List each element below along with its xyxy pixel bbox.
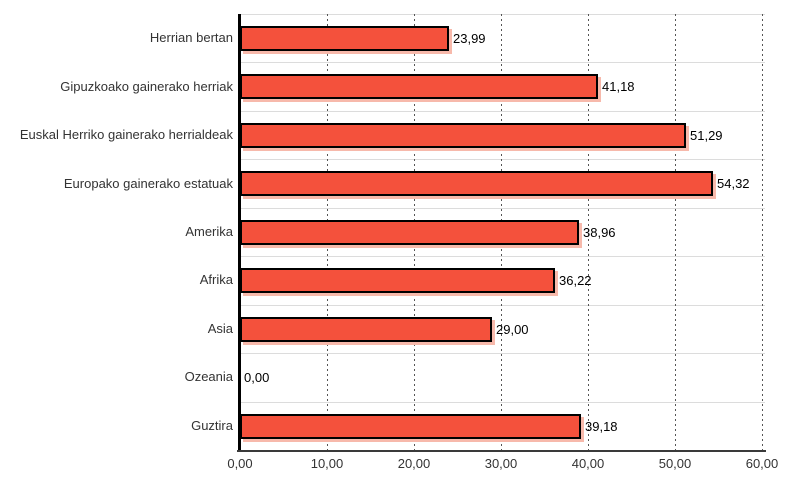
category-label: Herrian bertan: [149, 30, 233, 45]
bar: [240, 122, 686, 148]
x-tick-label: 50,00: [658, 456, 692, 471]
bar-value-label: 39,18: [585, 418, 618, 434]
v-gridline: [675, 14, 676, 450]
category-label: Asia: [207, 321, 233, 336]
bar-row: 23,99: [240, 14, 765, 62]
h-gridline: [240, 14, 765, 15]
h-gridline: [240, 111, 765, 112]
category-label: Europako gainerako estatuak: [63, 176, 233, 191]
x-tick-label: 40,00: [571, 456, 605, 471]
h-gridline: [240, 353, 765, 354]
bar: [240, 219, 579, 245]
v-gridline: [762, 14, 763, 450]
h-gridline: [240, 62, 765, 63]
category-label: Guztira: [191, 418, 233, 433]
category-label: Amerika: [185, 224, 233, 239]
bar: [240, 74, 598, 100]
plot-area: 23,99 41,18 51,29 54,32 38,96 36,22 29,00 0,00 3…: [240, 14, 765, 450]
h-gridline: [240, 256, 765, 257]
category-label: Afrika: [199, 272, 233, 287]
x-tick-label: 0,00: [227, 456, 253, 471]
bar-row: 41,18: [240, 62, 765, 110]
bar-value-label: 51,29: [690, 127, 723, 143]
category-axis-labels: Herrian bertan Gipuzkoako gainerako herri…: [0, 14, 233, 450]
h-gridline: [240, 159, 765, 160]
bar-value-label: 41,18: [602, 79, 635, 95]
bar: [240, 268, 555, 294]
category-label: Gipuzkoako gainerako herriak: [60, 79, 233, 94]
bar-row: 51,29: [240, 111, 765, 159]
bar-value-label: 38,96: [583, 224, 616, 240]
bar: [240, 413, 581, 439]
x-tick-label: 60,00: [745, 456, 779, 471]
bar-value-label: 29,00: [496, 321, 529, 337]
bar-row: 0,00: [240, 353, 765, 401]
bar: [240, 171, 713, 197]
x-tick-label: 20,00: [397, 456, 431, 471]
x-tick-label: 30,00: [484, 456, 518, 471]
y-axis-line: [238, 14, 241, 452]
bar: [240, 316, 492, 342]
bar-row: 36,22: [240, 256, 765, 304]
x-axis-line: [237, 450, 766, 452]
bar-row: 38,96: [240, 208, 765, 256]
bar-row: 29,00: [240, 305, 765, 353]
bar-row: 54,32: [240, 159, 765, 207]
v-gridline: [588, 14, 589, 450]
bar-value-label: 0,00: [244, 370, 270, 386]
bar: [240, 26, 449, 51]
category-label: Euskal Herriko gainerako herrialdeak: [19, 127, 233, 142]
bar-value-label: 54,32: [717, 176, 750, 192]
h-gridline: [240, 305, 765, 306]
h-gridline: [240, 208, 765, 209]
x-tick-label: 10,00: [310, 456, 344, 471]
bar-row: 39,18: [240, 402, 765, 450]
bar-value-label: 36,22: [559, 273, 592, 289]
h-gridline: [240, 402, 765, 403]
category-label: Ozeania: [184, 369, 233, 384]
bar-value-label: 23,99: [453, 31, 486, 46]
